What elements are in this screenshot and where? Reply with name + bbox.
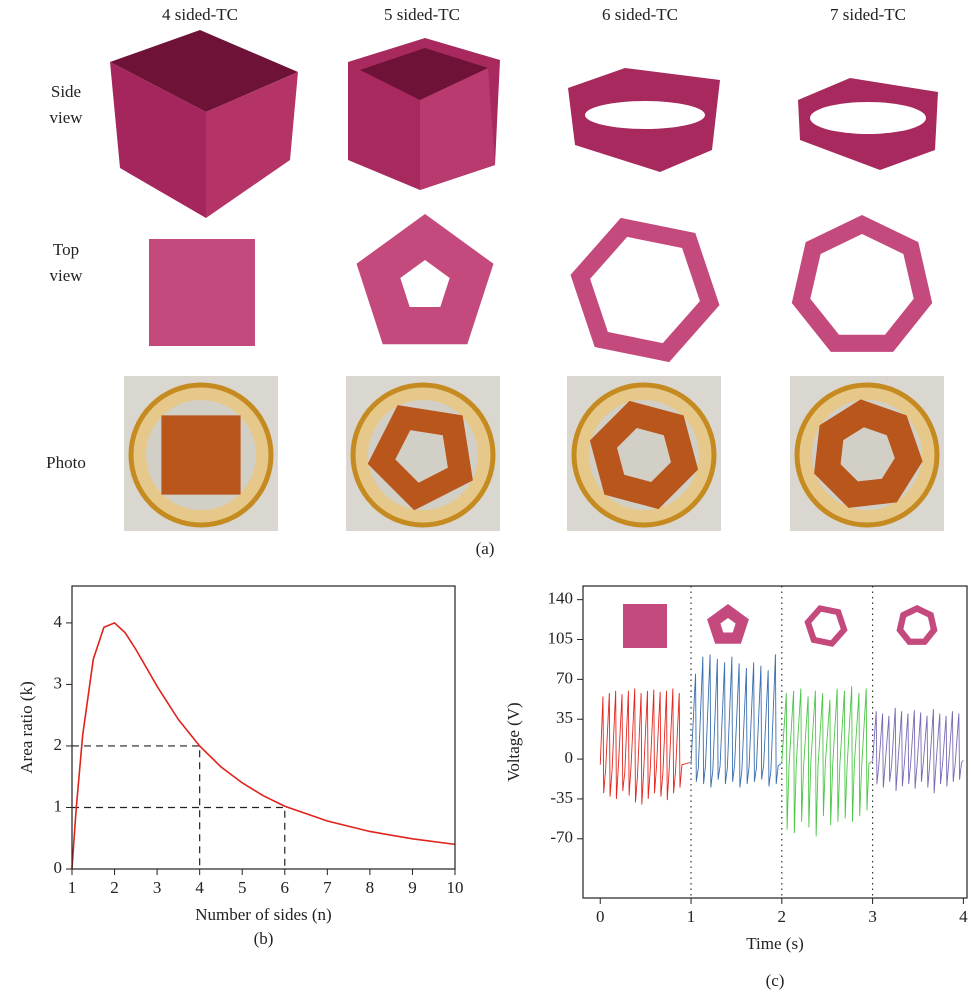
top-view-7: [792, 215, 932, 352]
y-tick-label: 4: [54, 612, 63, 631]
inset-icon: [707, 604, 749, 644]
y-tick-label: 3: [54, 673, 63, 692]
x-tick-label: 3: [868, 907, 877, 926]
top-view-5: [357, 214, 494, 344]
x-tick-label: 3: [153, 878, 162, 897]
side-view-4: [110, 30, 298, 218]
line: [873, 708, 964, 793]
x-tick-label: 4: [195, 878, 204, 897]
x-tick-label: 10: [447, 878, 464, 897]
inset-icon: [804, 605, 847, 647]
y-tick-label: 0: [54, 858, 63, 877]
side-view-5: [348, 38, 500, 190]
y-tick-label: -35: [550, 788, 573, 807]
x-tick-label: 0: [596, 907, 605, 926]
side-view-7: [798, 78, 938, 170]
x-tick-label: 4: [959, 907, 968, 926]
top-view-4: [149, 239, 255, 346]
figure: 4 sided-TC 5 sided-TC 6 sided-TC 7 sided…: [0, 0, 971, 996]
top-view-6: [571, 218, 720, 362]
x-axis-label: Number of sides (n): [195, 905, 331, 924]
insets: [623, 604, 938, 648]
x-tick-label: 7: [323, 878, 332, 897]
chart: 1234567891001234Number of sides (n)(b)Ar…: [0, 0, 971, 996]
inset-icon: [623, 604, 667, 648]
line: [72, 623, 455, 869]
reference-line: [72, 807, 285, 869]
x-tick-label: 1: [687, 907, 696, 926]
y-tick-label: -70: [550, 828, 573, 847]
y-tick-label: 35: [556, 708, 573, 727]
x-tick-label: 9: [408, 878, 417, 897]
x-tick-label: 2: [778, 907, 787, 926]
x-tick-label: 8: [366, 878, 375, 897]
y-tick-label: 0: [565, 748, 574, 767]
panel-caption: (b): [254, 929, 274, 948]
y-tick-label: 70: [556, 668, 573, 687]
line: [600, 688, 690, 804]
y-tick-label: 2: [54, 735, 63, 754]
x-axis-label: Time (s): [746, 934, 803, 953]
line: [782, 686, 872, 836]
panel-caption: (c): [766, 971, 785, 990]
x-tick-label: 5: [238, 878, 247, 897]
top-views: [357, 214, 933, 362]
y-tick-label: 140: [548, 589, 574, 608]
x-tick-label: 6: [281, 878, 290, 897]
y-axis-label: Voltage (V): [504, 702, 523, 781]
side-view-6: [568, 68, 720, 172]
photo-film: [161, 415, 240, 494]
x-tick-label: 1: [68, 878, 77, 897]
line: [691, 654, 781, 787]
plot-frame: [72, 586, 455, 869]
x-tick-label: 2: [110, 878, 119, 897]
photos: [124, 376, 944, 531]
inset-icon: [897, 605, 938, 645]
y-tick-label: 105: [548, 628, 574, 647]
y-axis-label: Area ratio (k): [17, 681, 36, 774]
y-tick-label: 1: [54, 796, 63, 815]
